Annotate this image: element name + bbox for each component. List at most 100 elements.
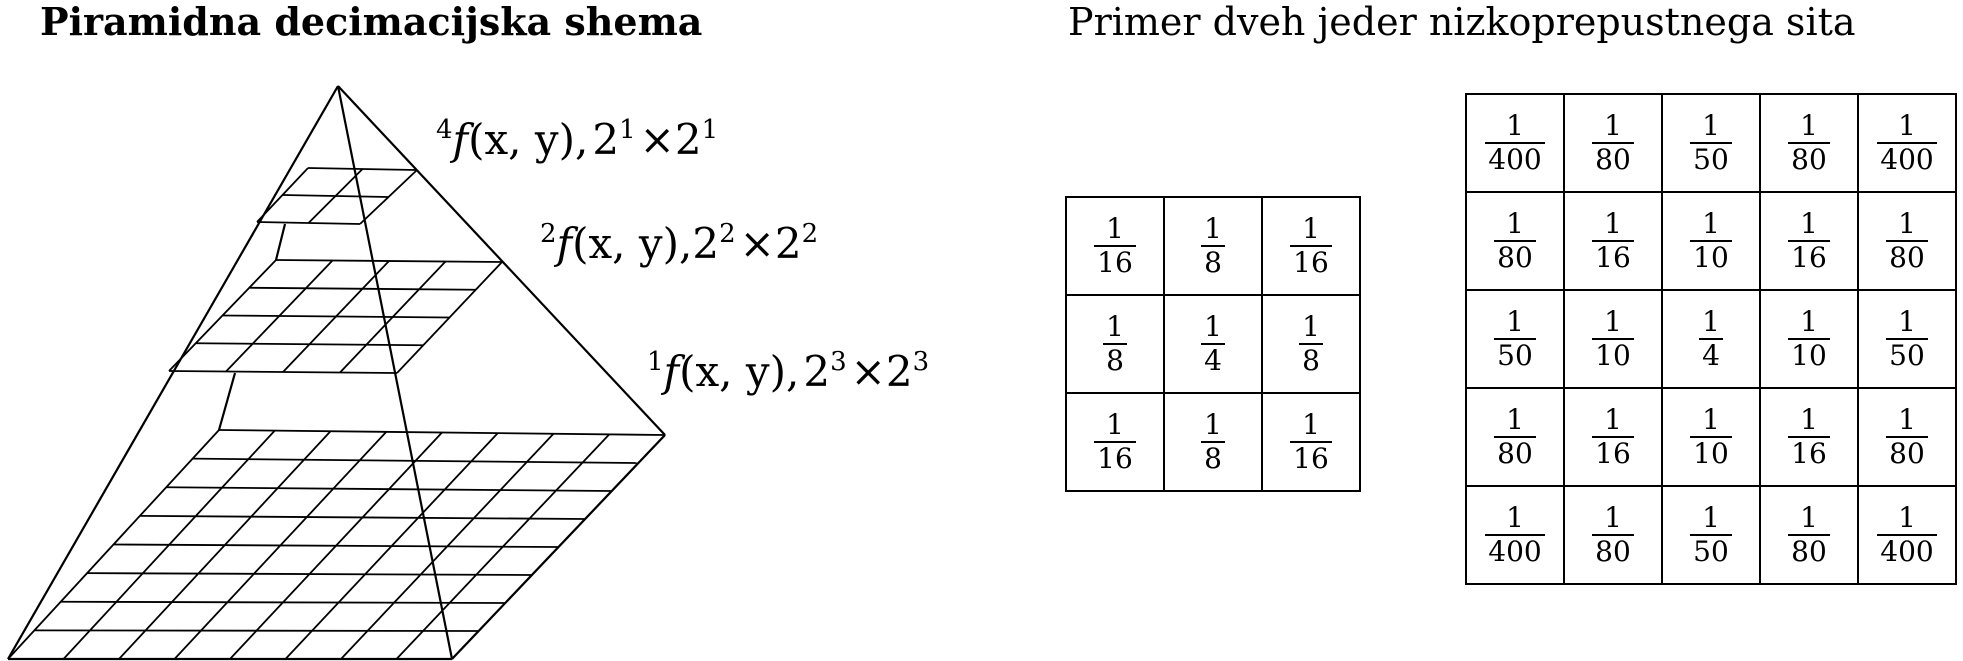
level-label-2: 2f(x, y),22×22 — [540, 219, 819, 268]
fraction: 1 80 — [1494, 209, 1536, 273]
fraction: 1 10 — [1788, 307, 1830, 371]
numerator: 1 — [1800, 305, 1818, 338]
fraction-bar — [1592, 338, 1634, 340]
numerator: 1 — [1604, 403, 1622, 436]
denominator: 10 — [1595, 339, 1631, 372]
fraction: 1 16 — [1592, 405, 1634, 469]
denominator: 16 — [1097, 442, 1133, 475]
kernel-cell: 1 10 — [1661, 191, 1761, 291]
denominator: 16 — [1791, 437, 1827, 470]
kernel-cell: 1 400 — [1465, 93, 1565, 193]
denominator: 4 — [1204, 344, 1222, 377]
pyramid-edge-left — [7, 85, 339, 660]
fraction: 1 16 — [1592, 209, 1634, 273]
denominator: 50 — [1693, 535, 1729, 568]
numerator: 1 — [1604, 109, 1622, 142]
numerator: 1 — [1106, 212, 1124, 245]
numerator: 1 — [1898, 207, 1916, 240]
fraction: 1 400 — [1485, 501, 1545, 567]
numerator: 1 — [1898, 501, 1916, 534]
numerator: 1 — [1702, 403, 1720, 436]
fraction: 1 10 — [1690, 405, 1732, 469]
fraction-bar — [1094, 441, 1136, 443]
grid-level-2 — [168, 259, 503, 374]
kernel-row: 1 80 1 16 1 10 1 16 1 80 — [1465, 191, 1957, 291]
fraction-bar — [1690, 534, 1732, 536]
fraction-bar — [1886, 338, 1928, 340]
numerator: 1 — [1898, 305, 1916, 338]
level-label-1: 1f(x, y),23×23 — [647, 347, 930, 396]
kernel-cell: 1 80 — [1857, 191, 1957, 291]
fraction-bar — [1699, 338, 1723, 340]
kernel-cell: 1 16 — [1065, 392, 1165, 492]
denominator: 400 — [1880, 535, 1934, 568]
numerator: 1 — [1604, 305, 1622, 338]
fraction: 1 16 — [1788, 405, 1830, 469]
denominator: 400 — [1880, 143, 1934, 176]
kernel-cell: 1 50 — [1857, 289, 1957, 389]
kernel-3x3: 1 16 1 8 1 16 1 8 1 4 1 8 1 16 1 8 1 16 — [1065, 196, 1361, 492]
numerator: 1 — [1604, 207, 1622, 240]
kernel-cell: 1 80 — [1465, 191, 1565, 291]
fraction-bar — [1201, 441, 1225, 443]
fraction: 1 400 — [1877, 501, 1937, 568]
denominator: 16 — [1595, 241, 1631, 274]
kernel-cell: 1 16 — [1065, 196, 1165, 296]
pyramid-title: Piramidna decimacijska shema — [40, 0, 703, 44]
kernel-cell: 1 10 — [1661, 387, 1761, 487]
level-connector — [274, 223, 287, 261]
denominator: 50 — [1693, 143, 1729, 176]
fraction-bar — [1290, 441, 1332, 443]
denominator: 16 — [1791, 241, 1827, 274]
grid-level-4 — [256, 167, 418, 225]
numerator: 1 — [1506, 403, 1524, 436]
fraction: 1 16 — [1290, 410, 1332, 474]
denominator: 8 — [1106, 344, 1124, 377]
numerator: 1 — [1702, 207, 1720, 240]
fraction: 1 10 — [1690, 209, 1732, 273]
kernel-cell: 1 50 — [1465, 289, 1565, 389]
fraction-bar — [1094, 245, 1136, 247]
fraction-bar — [1886, 240, 1928, 242]
denominator: 80 — [1595, 535, 1631, 568]
fraction-bar — [1788, 534, 1830, 536]
fraction-bar — [1485, 534, 1545, 536]
kernel-cell: 1 16 — [1563, 387, 1663, 487]
kernel-row: 1 16 1 8 1 16 — [1065, 392, 1361, 492]
level-connector — [217, 372, 237, 431]
fraction-bar — [1690, 142, 1732, 144]
denominator: 80 — [1791, 143, 1827, 176]
kernel-cell: 1 50 — [1661, 93, 1761, 193]
fraction-bar — [1103, 343, 1127, 345]
kernel-cell: 1 10 — [1759, 289, 1859, 389]
level-label-4: 4f(x, y),21×21 — [436, 115, 719, 164]
numerator: 1 — [1702, 305, 1720, 338]
fraction: 1 80 — [1886, 209, 1928, 273]
kernel-cell: 1 80 — [1857, 387, 1957, 487]
numerator: 1 — [1204, 310, 1222, 343]
fraction-bar — [1494, 338, 1536, 340]
kernel-cell: 1 400 — [1465, 485, 1565, 585]
numerator: 1 — [1106, 310, 1124, 343]
fraction-bar — [1485, 142, 1545, 144]
denominator: 8 — [1204, 442, 1222, 475]
denominator: 50 — [1889, 339, 1925, 372]
kernel-row: 1 400 1 80 1 50 1 80 1 400 — [1465, 485, 1957, 585]
fraction: 1 400 — [1877, 111, 1937, 176]
denominator: 10 — [1693, 241, 1729, 274]
fraction-bar — [1592, 142, 1634, 144]
numerator: 1 — [1506, 207, 1524, 240]
numerator: 1 — [1800, 403, 1818, 436]
grid-level-1 — [7, 429, 666, 660]
kernel-row: 1 16 1 8 1 16 — [1065, 196, 1361, 296]
denominator: 10 — [1693, 437, 1729, 470]
kernel-row: 1 50 1 10 1 4 1 10 1 50 — [1465, 289, 1957, 389]
numerator: 1 — [1506, 501, 1524, 534]
fraction-bar — [1788, 240, 1830, 242]
numerator: 1 — [1204, 212, 1222, 245]
